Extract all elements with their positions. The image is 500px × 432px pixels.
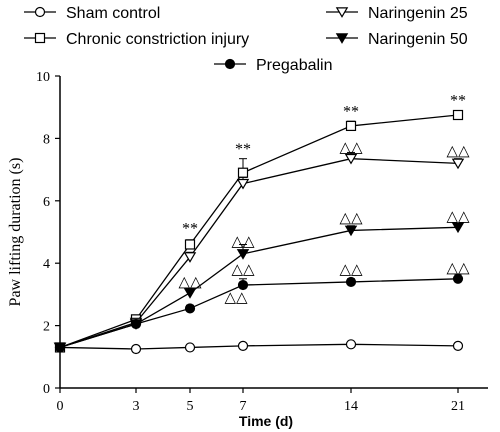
significance-triangles: △△ — [231, 233, 255, 250]
axes — [59, 76, 488, 389]
legend-label: Naringenin 50 — [368, 31, 468, 48]
data-point — [452, 109, 464, 121]
y-axis-label: Paw lifting duration (s) — [7, 158, 24, 307]
significance-stars: ** — [450, 92, 466, 109]
legend-item: Chronic constriction injury — [24, 31, 249, 48]
data-point — [452, 273, 464, 284]
data-point — [184, 239, 196, 250]
data-point — [184, 303, 196, 314]
significance-triangles: △△ — [178, 273, 202, 290]
x-tick-label: 14 — [344, 399, 358, 414]
y-tick-label: 8 — [43, 132, 50, 147]
significance-triangles: △△ — [339, 139, 363, 156]
y-tick-label: 10 — [36, 70, 50, 85]
legend-marker — [224, 58, 236, 70]
data-point — [237, 279, 249, 291]
legend-marker — [335, 7, 349, 18]
series-line — [59, 158, 459, 349]
legend-item: Sham control — [24, 5, 160, 22]
series-naringenin-25 — [53, 151, 465, 354]
significance-triangles: △△ — [446, 142, 470, 159]
data-point — [345, 120, 357, 132]
significance-stars: ** — [182, 220, 198, 237]
series-naringenin-50 — [53, 222, 465, 354]
y-tick-label: 2 — [43, 320, 50, 335]
data-point — [345, 339, 357, 350]
x-tick-label: 0 — [57, 399, 64, 414]
legend-item: Pregabalin — [214, 57, 333, 74]
x-tick-label: 21 — [451, 399, 465, 414]
data-point — [130, 318, 142, 330]
significance-triangles: △△ — [446, 208, 470, 225]
data-point — [344, 153, 358, 165]
significance-stars: ** — [235, 141, 251, 158]
data-point — [183, 288, 197, 299]
significance-triangles: △△ — [231, 261, 255, 278]
y-tick-label: 4 — [43, 257, 50, 272]
legend-item: Naringenin 50 — [326, 31, 468, 48]
legend-item: Naringenin 25 — [326, 5, 468, 22]
y-tick-label: 0 — [43, 382, 50, 397]
significance-triangles: △△ — [446, 259, 470, 276]
x-tick-label: 5 — [187, 399, 194, 414]
significance-triangles: △△ — [224, 289, 248, 306]
x-tick-label: 7 — [240, 399, 247, 414]
series-line — [59, 278, 459, 349]
data-point — [54, 342, 66, 353]
significance-triangles: △△ — [339, 261, 363, 278]
data-point — [183, 252, 197, 263]
ticks: 0 2 4 6 8 10 0 3 5 7 14 21 — [36, 70, 465, 414]
x-axis-label: Time (d) — [239, 413, 293, 429]
legend-label: Chronic constriction injury — [66, 31, 249, 48]
series-sham-control — [54, 339, 464, 355]
legend-label: Pregabalin — [256, 57, 333, 74]
annotations: ** ** ** ** △△ △△ △△ △△ △△ △△ △△ △△ △△ △△ — [178, 92, 470, 306]
data-point — [452, 340, 464, 351]
data-point — [236, 178, 250, 190]
series-chronic-constriction-injury — [54, 109, 464, 353]
series-pregabalin — [54, 273, 464, 353]
data-point — [184, 342, 196, 353]
legend-label: Naringenin 25 — [368, 5, 468, 22]
legend-marker — [34, 6, 46, 18]
legend-marker — [34, 32, 46, 44]
data-point — [237, 340, 249, 351]
significance-stars: ** — [343, 103, 359, 120]
data-point — [451, 222, 465, 234]
data-point — [345, 276, 357, 288]
series-line — [59, 114, 459, 349]
x-tick-label: 3 — [133, 399, 140, 414]
series-group — [53, 109, 465, 355]
data-point — [130, 343, 142, 355]
series-line — [59, 343, 459, 350]
legend: Sham control Chronic constriction injury N… — [24, 5, 468, 74]
data-point — [236, 249, 250, 260]
data-point — [237, 167, 249, 178]
legend-label: Sham control — [66, 5, 160, 22]
legend-marker — [335, 33, 349, 44]
y-tick-label: 6 — [43, 195, 50, 210]
data-point — [451, 158, 465, 170]
data-point — [344, 225, 358, 237]
significance-triangles: △△ — [339, 209, 363, 226]
